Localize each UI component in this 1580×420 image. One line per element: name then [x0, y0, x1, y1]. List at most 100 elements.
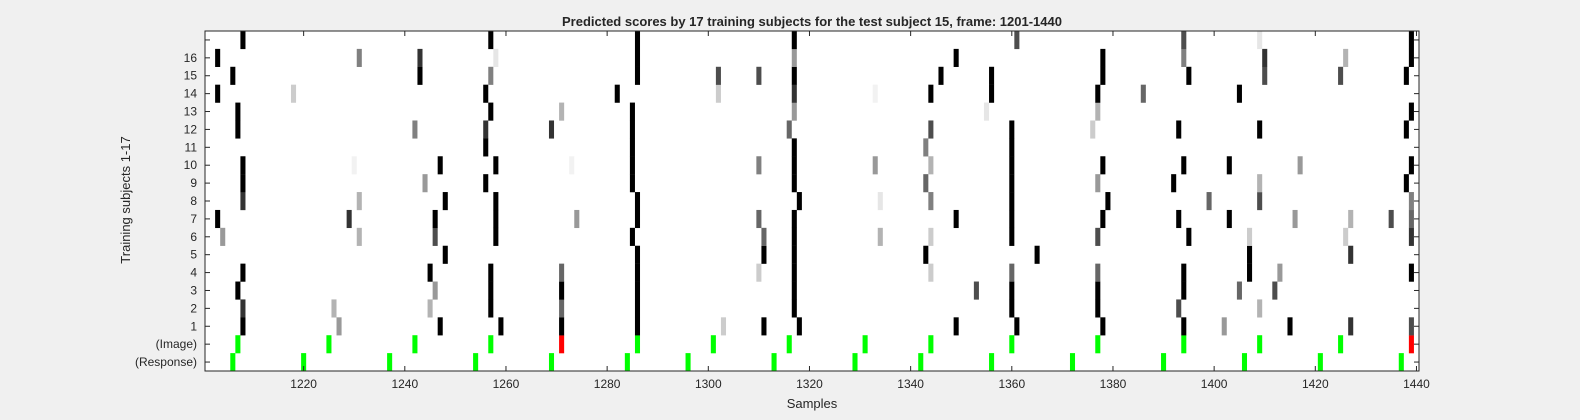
score-cell [235, 281, 241, 300]
score-cell [938, 66, 944, 85]
score-cell [1403, 174, 1409, 193]
score-cell [1272, 281, 1278, 300]
score-cell [240, 299, 246, 318]
score-cell [559, 299, 565, 318]
score-cell [351, 156, 357, 175]
score-cell [629, 156, 635, 175]
score-cell [756, 263, 762, 282]
score-cell [1186, 66, 1192, 85]
score-cell [1105, 192, 1111, 211]
score-cell [928, 227, 934, 246]
score-cell [1090, 120, 1096, 139]
score-cell [1403, 66, 1409, 85]
stimulus-cell [989, 353, 995, 372]
score-cell [1297, 156, 1303, 175]
score-cell [1181, 156, 1187, 175]
score-cell [417, 48, 423, 67]
score-cell [1247, 227, 1253, 246]
y-tick-label: 2 [190, 301, 197, 315]
score-cell [1292, 209, 1298, 229]
score-cell [235, 120, 241, 139]
score-cell [483, 174, 489, 193]
score-cell [240, 192, 246, 211]
score-cell [1408, 263, 1414, 282]
score-cell [574, 209, 580, 229]
score-cell [923, 138, 929, 157]
stimulus-cell [852, 353, 858, 372]
score-cell [412, 120, 418, 139]
score-cell [432, 209, 438, 229]
score-cell [614, 84, 620, 103]
score-cell [483, 138, 489, 157]
score-cell [953, 317, 959, 336]
score-cell [1236, 84, 1242, 103]
score-cell [1009, 192, 1015, 211]
score-cell [432, 227, 438, 246]
stimulus-cell [771, 353, 777, 372]
score-cell [791, 138, 797, 157]
score-cell [356, 192, 362, 211]
score-cell [240, 156, 246, 175]
score-cell [634, 192, 641, 211]
score-cell [493, 227, 499, 246]
score-cell [559, 281, 565, 300]
score-cell [1186, 227, 1192, 246]
score-cell [928, 120, 934, 139]
y-axis-label: Training subjects 1-17 [118, 136, 133, 263]
score-cell [488, 299, 494, 318]
score-cell [1348, 245, 1354, 264]
score-cell [488, 263, 494, 282]
score-cell [989, 66, 995, 85]
score-cell [791, 48, 797, 67]
score-cell [548, 120, 555, 139]
score-cell [488, 31, 494, 50]
score-cell [953, 209, 959, 229]
score-cell [417, 66, 423, 85]
score-cell [1262, 66, 1268, 85]
score-cell [1009, 209, 1015, 229]
stimulus-cell [412, 335, 418, 354]
x-tick-label: 1240 [391, 377, 418, 391]
y-tick-label: 10 [184, 158, 198, 172]
score-cell [629, 227, 635, 246]
score-cell [1095, 102, 1101, 121]
score-cell [756, 156, 762, 175]
score-cell [336, 317, 342, 336]
stimulus-cell [473, 353, 479, 372]
score-cell [1408, 48, 1414, 67]
stimulus-cell [1398, 353, 1404, 372]
score-cell [240, 317, 246, 336]
stimulus-cell [1009, 335, 1015, 354]
y-tick-label: (Image) [156, 337, 197, 351]
score-cell [1226, 156, 1232, 175]
score-cell [761, 227, 767, 246]
score-cell [634, 299, 641, 318]
score-cell [498, 317, 504, 336]
x-tick-label: 1440 [1403, 377, 1430, 391]
score-cell [1095, 299, 1101, 318]
score-cell [1257, 299, 1263, 318]
score-cell [1009, 299, 1015, 318]
score-cell [1262, 48, 1268, 67]
score-cell [634, 263, 641, 282]
score-cell [1009, 227, 1015, 246]
score-cell [756, 66, 762, 85]
score-cell [872, 156, 878, 175]
stimulus-cell [786, 335, 792, 354]
score-cell [427, 299, 433, 318]
x-tick-label: 1320 [796, 377, 823, 391]
heatmap-cells [215, 31, 1414, 372]
stimulus-cell [1161, 353, 1167, 372]
score-cell [483, 84, 489, 103]
y-tick-label: 3 [190, 283, 197, 297]
stimulus-cell [1257, 335, 1263, 354]
score-cell [791, 281, 797, 300]
y-tick-label: 13 [184, 105, 198, 119]
score-cell [1247, 263, 1253, 282]
x-tick-label: 1340 [897, 377, 924, 391]
score-cell [629, 102, 635, 121]
score-cell [1343, 48, 1349, 67]
score-cell [422, 174, 428, 193]
score-cell [1408, 156, 1414, 175]
